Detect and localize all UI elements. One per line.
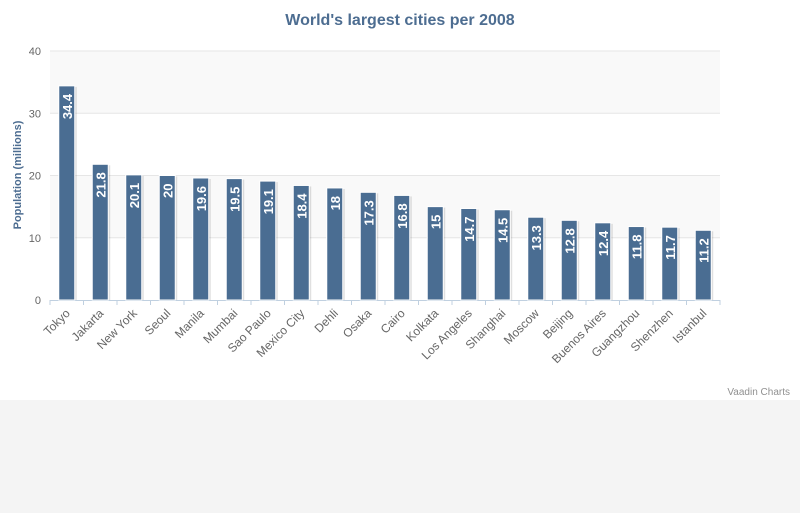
data-label: 15 <box>428 215 443 229</box>
data-label: 13.3 <box>529 225 544 250</box>
bar[interactable] <box>493 209 511 301</box>
bar[interactable] <box>594 222 612 301</box>
bar[interactable] <box>225 178 243 301</box>
data-label: 11.7 <box>663 235 678 260</box>
x-tick-label: Dehli <box>312 306 341 335</box>
bar[interactable] <box>326 187 344 301</box>
data-label: 12.4 <box>596 230 611 256</box>
bar[interactable] <box>560 219 578 301</box>
y-axis-title: Population (millions) <box>12 120 24 229</box>
plot-bands <box>50 51 720 238</box>
y-tick-label: 0 <box>35 295 41 307</box>
data-label: 18.4 <box>294 193 309 219</box>
bar[interactable] <box>527 216 545 301</box>
x-tick-label: Osaka <box>340 306 375 341</box>
bar[interactable] <box>91 163 109 301</box>
data-label: 11.8 <box>629 235 644 260</box>
data-label: 20 <box>160 184 175 198</box>
bar[interactable] <box>426 206 444 301</box>
chart-title: World's largest cities per 2008 <box>285 12 514 29</box>
bar[interactable] <box>259 180 277 301</box>
bar[interactable] <box>125 174 143 301</box>
axes <box>49 300 721 305</box>
data-label: 19.1 <box>261 189 276 214</box>
data-label: 18 <box>328 196 343 210</box>
plot-band <box>50 51 720 114</box>
bar[interactable] <box>393 194 411 301</box>
data-labels: 34.4 21.8 20.1 20 19.6 19.5 19.1 18.4 18 17.3 16.8… <box>60 93 712 263</box>
bar[interactable] <box>694 229 712 301</box>
bar[interactable] <box>661 226 679 301</box>
data-label: 21.8 <box>93 172 108 197</box>
data-label: 11.2 <box>696 238 711 263</box>
chart-svg: 0 10 20 30 40 34.4 21.8 20.1 20 19.6 19.5 19.1 18.4… <box>12 12 790 398</box>
chart-panel: 0 10 20 30 40 34.4 21.8 20.1 20 19.6 19.5 19.1 18.4… <box>0 0 800 400</box>
x-tick-label: Cairo <box>378 306 408 336</box>
data-label: 20.1 <box>127 183 142 208</box>
bar[interactable] <box>58 85 76 301</box>
y-tick-labels: 0 10 20 30 40 <box>29 46 41 307</box>
bar[interactable] <box>460 207 478 301</box>
y-tick-label: 40 <box>29 46 41 58</box>
data-label: 34.4 <box>60 93 75 119</box>
bar[interactable] <box>627 226 645 301</box>
y-tick-label: 10 <box>29 233 41 245</box>
data-label: 14.5 <box>495 218 510 243</box>
x-tick-label: Moscow <box>501 306 542 347</box>
bar[interactable] <box>192 177 210 301</box>
x-tick-label: Seoul <box>142 306 174 338</box>
data-label: 17.3 <box>361 200 376 225</box>
credits-link[interactable]: Vaadin Charts <box>727 387 790 398</box>
plot-band <box>50 175 720 238</box>
data-label: 12.8 <box>562 228 577 253</box>
data-label: 16.8 <box>395 203 410 228</box>
data-label: 19.5 <box>227 187 242 212</box>
y-tick-label: 30 <box>29 108 41 120</box>
x-tick-label: Istanbul <box>670 306 710 346</box>
bar[interactable] <box>292 184 310 301</box>
y-tick-label: 20 <box>29 171 41 183</box>
bars <box>58 85 714 301</box>
bar[interactable] <box>359 191 377 301</box>
data-label: 19.6 <box>194 186 209 211</box>
bar[interactable] <box>158 175 176 301</box>
data-label: 14.7 <box>462 216 477 241</box>
